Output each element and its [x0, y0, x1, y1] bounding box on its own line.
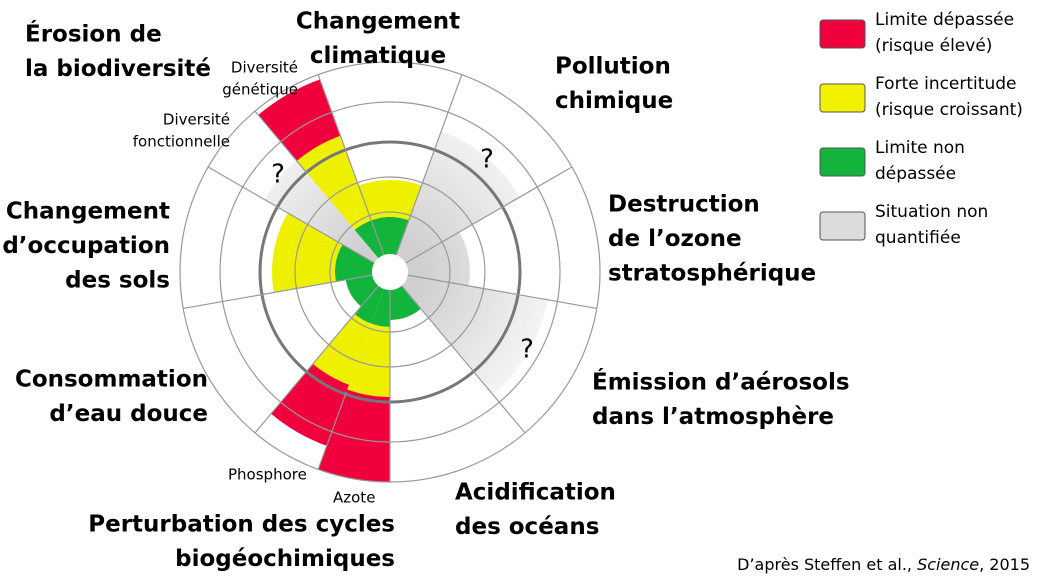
wedge [272, 213, 343, 293]
spoke [405, 166, 573, 264]
spoke [254, 110, 309, 175]
boundary-label: climatique [310, 43, 446, 69]
wedge [312, 314, 372, 385]
spoke [407, 274, 597, 310]
boundary-label: des océans [455, 514, 599, 540]
wedge [271, 363, 349, 446]
boundary-label: Perturbation des cycles [88, 512, 395, 538]
boundary-label: Changement [6, 199, 170, 225]
wedge [258, 79, 341, 161]
spoke [317, 392, 347, 470]
legend-label: (risque croissant) [875, 100, 1023, 120]
wedge [354, 285, 384, 324]
legend-label: (risque élevé) [875, 36, 992, 56]
legend-swatch [819, 147, 866, 177]
legend-label: Forte incertitude [875, 74, 1016, 94]
spoke [401, 285, 526, 434]
legend-label: Situation non [875, 202, 988, 222]
legend-label: quantifiée [875, 228, 961, 248]
boundary-label: Destruction [608, 192, 760, 218]
spoke [395, 74, 463, 256]
spoke [207, 166, 375, 264]
question-mark: ? [271, 160, 285, 190]
boundary-label: de l’ozone [608, 226, 742, 252]
boundary-label: dans l’atmosphère [592, 404, 834, 430]
credit-part: D’après Steffen et al., [737, 555, 917, 574]
boundary-label: Émission d’aérosols [592, 368, 850, 396]
boundary-label: d’occupation [2, 233, 170, 259]
boundary-label: biogéochimiques [175, 546, 395, 572]
wedge [347, 323, 390, 397]
wedge [345, 275, 379, 307]
spoke [183, 274, 373, 310]
boundary-label: des sols [65, 268, 170, 294]
credit-part: , 2015 [979, 555, 1030, 574]
sub-label: Azote [333, 489, 375, 507]
question-mark: ? [480, 145, 494, 175]
sub-label: fonctionnelle [133, 133, 230, 151]
spoke [254, 285, 379, 434]
legend-swatch [819, 19, 866, 49]
wedge [354, 220, 384, 259]
credit-part: Science [917, 555, 979, 574]
boundary-label: Consommation [15, 367, 208, 393]
sub-label: Diversité [231, 59, 298, 77]
sub-label: Diversité [163, 111, 230, 129]
boundary-label: Érosion de [25, 20, 162, 48]
wedge [334, 244, 375, 282]
legend-swatch [819, 211, 866, 241]
boundary-label: Acidification [455, 480, 616, 506]
boundary-label: chimique [555, 88, 673, 114]
wedge [405, 232, 470, 286]
boundary-label: stratosphérique [608, 261, 816, 287]
wedge [371, 288, 390, 327]
boundary-label: Pollution [555, 54, 671, 80]
sub-label: génétique [222, 81, 298, 99]
legend-label: dépassée [875, 164, 956, 184]
boundary-label: d’eau douce [49, 401, 208, 427]
center [372, 254, 408, 290]
legend-swatch [819, 83, 866, 113]
boundary-label: la biodiversité [25, 56, 211, 82]
legend-label: Limite dépassée [875, 10, 1014, 30]
wedge [401, 275, 548, 395]
wedge [390, 285, 421, 320]
wedge [318, 389, 390, 482]
credit: D’après Steffen et al., Science, 2015 [737, 555, 1030, 574]
question-mark: ? [520, 335, 534, 365]
boundary-label: Changement [296, 9, 460, 35]
wedge [358, 180, 422, 221]
wedge [396, 131, 520, 263]
sub-label: Phosphore [228, 466, 307, 484]
wedge [296, 135, 372, 230]
spoke [317, 74, 385, 256]
legend-label: Limite non [875, 138, 965, 158]
